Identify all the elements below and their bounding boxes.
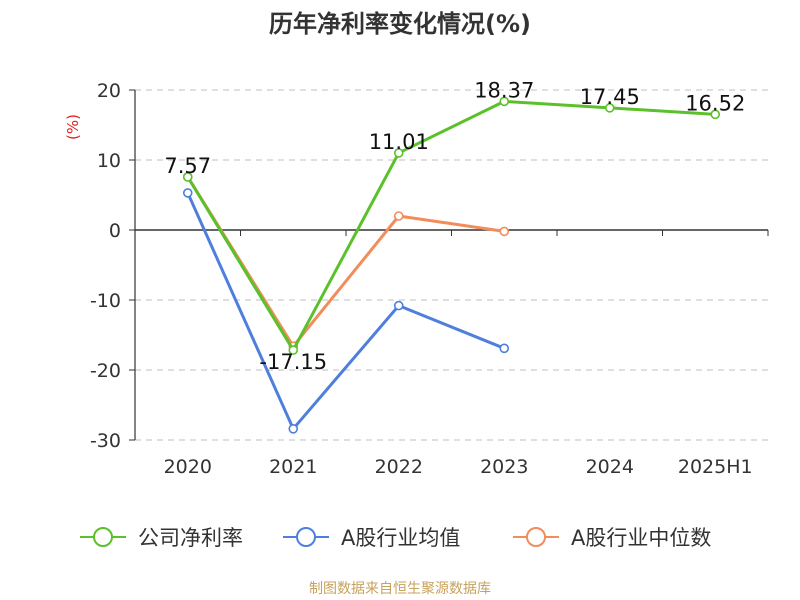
data-point: [499, 96, 510, 107]
data-point: [499, 343, 510, 354]
data-label: 16.52: [685, 91, 745, 115]
legend-marker: [526, 527, 546, 547]
y-tick-label: 10: [97, 150, 121, 172]
data-point: [393, 300, 404, 311]
series-line: [186, 99, 716, 352]
series-line: [186, 192, 505, 431]
y-tick-label: 0: [109, 220, 121, 242]
data-point: [499, 226, 510, 237]
chart-title: 历年净利率变化情况(%): [269, 10, 531, 38]
data-point: [288, 345, 299, 355]
data-label: 11.01: [369, 130, 429, 154]
y-tick-label: 20: [97, 80, 121, 102]
data-point: [393, 211, 404, 221]
data-label: 7.57: [164, 154, 211, 178]
data-point: [604, 103, 615, 113]
y-axis-unit: (%): [64, 114, 82, 140]
x-tick-label: 2021: [269, 456, 317, 478]
legend-marker: [93, 527, 113, 547]
data-point: [288, 423, 299, 434]
data-label: 18.37: [474, 78, 534, 102]
x-tick-label: 2022: [375, 456, 423, 478]
legend-label: 公司净利率: [138, 526, 243, 550]
legend-label: A股行业中位数: [571, 526, 711, 550]
data-label: 17.45: [580, 85, 640, 109]
data-point: [710, 109, 721, 120]
y-tick-label: -30: [90, 430, 121, 452]
x-tick-label: 2025H1: [678, 456, 753, 478]
source-note: 制图数据来自恒生聚源数据库: [309, 581, 491, 597]
y-tick-label: -10: [90, 290, 121, 312]
x-tick-label: 2024: [586, 456, 634, 478]
x-tick-label: 2020: [164, 456, 212, 478]
y-tick-label: -20: [90, 360, 121, 382]
legend-label: A股行业均值: [341, 526, 460, 550]
data-point: [182, 172, 193, 182]
data-point: [182, 188, 193, 198]
data-point: [393, 148, 404, 158]
x-tick-label: 2023: [480, 456, 528, 478]
data-label: -17.15: [259, 350, 327, 374]
series-line: [186, 176, 505, 348]
legend-marker: [296, 527, 316, 547]
